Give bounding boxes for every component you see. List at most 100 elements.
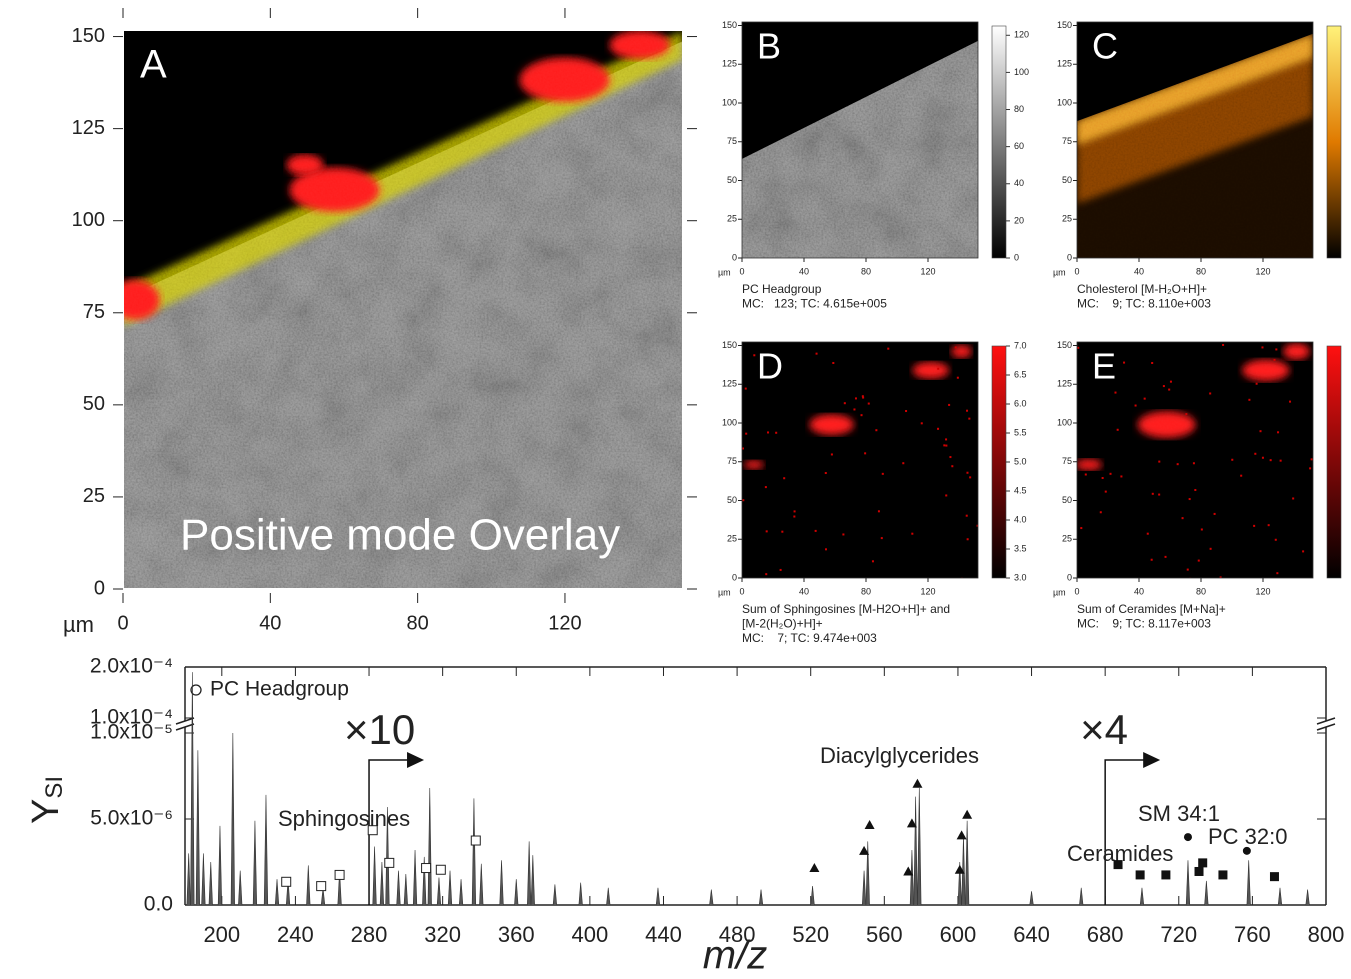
caption: Cholesterol [M-H₂O+H]+ [1077, 282, 1207, 296]
colorbar-label: 4.5 [1014, 485, 1027, 495]
marker-circle [1183, 833, 1192, 842]
frame [122, 29, 684, 590]
legend-symbol [190, 684, 202, 696]
y-tick-label: 100 [1057, 97, 1072, 107]
caption: MC: 9; TC: 8.117e+003 [1077, 617, 1211, 631]
y-axis-sub: SI [41, 776, 68, 799]
peak [552, 884, 558, 906]
marker-open-square [281, 876, 292, 887]
y-tick-label: 75 [727, 136, 737, 146]
y-tick-label: 0.0 [144, 893, 173, 916]
peak [479, 863, 484, 906]
peak [306, 865, 311, 906]
peak [758, 889, 764, 906]
peak [1029, 891, 1034, 906]
panel-a: 0 40 80 120 0 25 50 75 100 125 150 µm A Positive mode… [63, 8, 697, 637]
annotation: Diacylglycerides [820, 743, 979, 768]
unit-label: µm [718, 587, 731, 597]
peak [422, 856, 427, 906]
colorbar-label: 4.0 [1014, 514, 1027, 524]
annotation: Sphingosines [278, 806, 410, 831]
x-tick-label: 40 [1134, 266, 1144, 276]
zoom-arrowhead [1143, 752, 1161, 768]
x-tick-label: 280 [351, 922, 388, 947]
marker-triangle [956, 830, 967, 840]
y-tick-label: 25 [1062, 534, 1072, 544]
x-tick-label: 0 [739, 586, 744, 596]
y-tick-label: 150 [722, 340, 737, 350]
colorbar [1326, 345, 1342, 579]
caption: Sum of Sphingosines [M-H2O+H]+ and [742, 602, 950, 616]
colorbar [1326, 25, 1342, 259]
zoom-arrowhead [407, 752, 425, 768]
zoom-label: ×4 [1080, 706, 1128, 753]
x-tick-label: 400 [572, 922, 609, 947]
grain [742, 342, 978, 578]
peak [917, 788, 922, 906]
peak [861, 870, 867, 906]
frame [741, 21, 979, 259]
peak [379, 861, 385, 906]
x-tick-label: 120 [1255, 586, 1270, 596]
peak [578, 882, 583, 906]
marker-open-square [367, 825, 378, 836]
y-tick-label: 150 [1057, 20, 1072, 30]
caption: MC: 9; TC: 8.110e+003 [1077, 297, 1211, 311]
y-tick-label: 100 [1057, 417, 1072, 427]
colorbar-label: 5.5 [1014, 427, 1027, 437]
axis-break [175, 723, 195, 731]
image [123, 30, 683, 589]
panel-d: 0 40 80 120 0 25 50 75 100 125 150 µm D Sum of Sphing… [718, 340, 1027, 645]
axis-break [175, 717, 195, 725]
caption: PC Headgroup [742, 282, 822, 296]
y-tick-label: 0 [94, 577, 105, 599]
marker-open-square [316, 881, 327, 892]
y-tick-label: 75 [1062, 456, 1072, 466]
marker-triangle [954, 864, 965, 874]
colorbar-label: 7.0 [1014, 340, 1027, 350]
grain [1077, 342, 1313, 578]
peak [396, 870, 401, 906]
y-tick-label: 75 [1062, 136, 1072, 146]
marker-triangle [859, 845, 870, 855]
panel-label: A [140, 43, 167, 87]
y-tick-label: 75 [83, 301, 105, 323]
x-tick-label: 120 [1255, 266, 1270, 276]
colorbar-label: 0 [1014, 252, 1019, 262]
y-tick-label: 0 [732, 252, 737, 262]
x-tick-label: 520 [792, 922, 829, 947]
y-axis-main: Y [25, 799, 67, 824]
marker-open-square [334, 869, 345, 880]
x-tick-label: 600 [940, 922, 977, 947]
image [1077, 342, 1313, 578]
legend-label: PC Headgroup [210, 678, 349, 701]
peak [606, 887, 611, 906]
marker-triangle [906, 818, 917, 828]
y-tick-label: 1.0x10⁻⁴ [90, 706, 173, 729]
peak [252, 820, 258, 906]
peak [201, 853, 206, 906]
y-tick-label: 50 [83, 393, 105, 415]
x-tick-label: 80 [861, 586, 871, 596]
grain [123, 30, 683, 589]
colorbar-label: 100 [1014, 67, 1029, 77]
peak [530, 855, 535, 906]
axis-break-gap [1318, 721, 1334, 727]
x-tick-label: 40 [259, 612, 281, 634]
peak [238, 870, 243, 906]
grain [1077, 22, 1313, 258]
marker-filled-square [1161, 870, 1171, 880]
y-tick-label: 125 [1057, 59, 1072, 69]
peak [527, 841, 532, 906]
x-tick-label: 80 [407, 612, 429, 634]
marker-filled-square [1135, 870, 1145, 880]
colorbar-label: 80 [1014, 104, 1024, 114]
peak [385, 806, 390, 906]
panel-label: B [757, 26, 781, 67]
peak [865, 841, 870, 906]
marker-triangle [864, 820, 875, 830]
colorbar-label: 20 [1014, 215, 1024, 225]
colorbar-label: 3.5 [1014, 543, 1027, 553]
peak [471, 798, 477, 906]
